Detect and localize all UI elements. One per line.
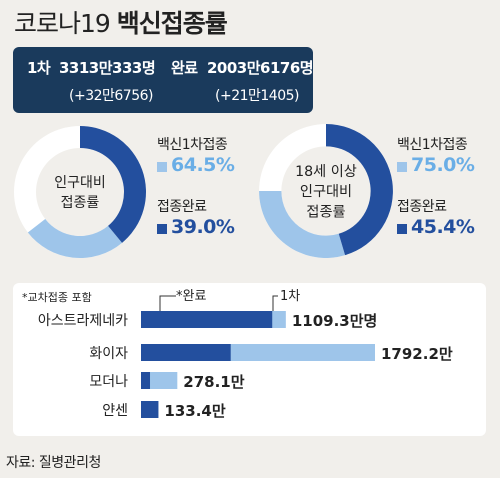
- stats-first-value: 3313만333명: [59, 59, 156, 77]
- bar-complete-0: [141, 311, 273, 328]
- bar-category-label: 아스트라제네카: [38, 313, 128, 329]
- legend-complete-total-pct: 39.0%: [171, 216, 235, 238]
- series-pointer-first: [272, 295, 278, 313]
- donut-center-label: 인구대비: [54, 175, 106, 191]
- stats-box: 1차 3313만333명 (+32만6756) 완료 2003만6176명 (+…: [13, 47, 314, 113]
- bar-first-2: [141, 372, 178, 389]
- legend-first-adult-name: 백신1차접종: [397, 137, 468, 153]
- stats-complete-delta: (+21만1405): [215, 88, 299, 104]
- legend-first-total-pct: 64.5%: [171, 154, 235, 176]
- bar-note: *교차접종 포함: [22, 291, 92, 304]
- legend-complete-total: 접종완료 39.0%: [157, 196, 235, 238]
- bar-category-label: 얀센: [102, 403, 128, 419]
- legend-complete-total-name: 접종완료: [157, 199, 207, 215]
- series-label-complete: *완료: [176, 289, 206, 304]
- legend-complete-adult-swatch: [397, 224, 407, 234]
- bar-value-label: 1109.3만명: [292, 312, 377, 330]
- stats-complete-value: 2003만6176명: [207, 59, 314, 77]
- legend-first-swatch: [157, 162, 167, 172]
- title-light: 코로나19: [14, 9, 111, 38]
- donut-center-label: 접종률: [306, 204, 345, 220]
- bar-value-label: 278.1만: [183, 373, 244, 391]
- legend-first-adult-pct: 75.0%: [411, 154, 475, 176]
- legend-first-total: 백신1차접종 64.5%: [157, 134, 235, 176]
- page-title: 코로나19 백신접종률: [14, 4, 228, 40]
- bar-category-label: 모더나: [89, 374, 128, 390]
- source-note: 자료: 질병관리청: [6, 455, 101, 471]
- legend-first-adult: 백신1차접종 75.0%: [397, 134, 475, 176]
- legend-complete-swatch: [157, 224, 167, 234]
- legend-complete-adult-pct: 45.4%: [411, 216, 475, 238]
- donut-complete-slice: [80, 126, 146, 243]
- donut-first-slice: [27, 218, 123, 258]
- stats-first-label: 1차: [27, 59, 51, 77]
- donut-complete-slice: [326, 124, 393, 256]
- series-pointer-complete: [159, 295, 176, 313]
- bar-complete-2: [141, 372, 151, 389]
- stats-complete-label: 완료: [171, 59, 198, 77]
- bar-complete-3: [141, 401, 159, 418]
- legend-complete-adult: 접종완료 45.4%: [397, 196, 475, 238]
- donut-center-label: 18세 이상: [295, 164, 357, 180]
- bar-value-label: 1792.2만: [381, 345, 453, 363]
- bar-value-label: 133.4만: [164, 402, 225, 420]
- bar-complete-1: [141, 344, 231, 361]
- legend-first-adult-swatch: [397, 162, 407, 172]
- legend-complete-adult-name: 접종완료: [397, 199, 447, 215]
- stats-first-delta: (+32만6756): [69, 88, 153, 104]
- bar-category-label: 화이자: [89, 346, 128, 362]
- donut-first-slice: [259, 191, 346, 258]
- donut-center-label: 인구대비: [300, 184, 352, 200]
- title-bold: 백신접종률: [116, 9, 228, 38]
- legend-first-total-name: 백신1차접종: [157, 137, 228, 153]
- donut-center-label: 접종률: [61, 195, 100, 211]
- series-label-first: 1차: [280, 289, 300, 304]
